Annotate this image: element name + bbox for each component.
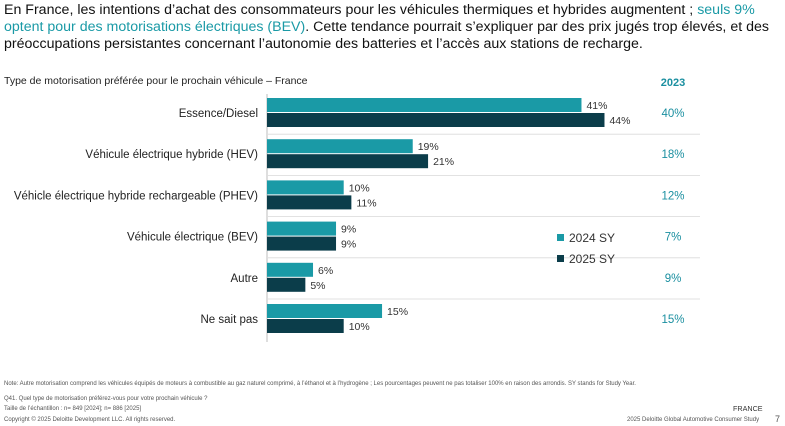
- bar-2025-sy: [267, 154, 429, 169]
- data-label: 10%: [349, 182, 370, 194]
- data-label: 19%: [418, 141, 439, 153]
- bar-2024-sy: [267, 98, 582, 112]
- bar-2024-sy: [267, 180, 344, 195]
- chart-title: Type de motorisation préférée pour le pr…: [4, 75, 308, 87]
- data-label: 10%: [349, 321, 370, 333]
- bar-2025-sy: [267, 113, 605, 127]
- headline-part1: En France, les intentions d’achat des co…: [4, 2, 698, 18]
- country-label: FRANCE: [733, 404, 763, 413]
- comparison-value: 15%: [661, 314, 684, 326]
- headline-part2: . Cette tendance pourrait s’expliquer pa…: [4, 19, 769, 52]
- legend-swatch: [557, 255, 564, 262]
- study-name: 2025 Deloitte Global Automotive Consumer…: [627, 417, 760, 423]
- data-label: 5%: [310, 280, 325, 292]
- sample-size: Taille de l’échantillon : n= 849 [2024];…: [4, 406, 142, 412]
- bar-2025-sy: [267, 277, 306, 292]
- bar-2024-sy: [267, 304, 383, 318]
- legend-label: 2024 SY: [569, 231, 615, 245]
- category-label: Véhicle électrique hybride rechargeable …: [14, 190, 258, 202]
- comparison-value: 7%: [665, 232, 682, 244]
- data-label: 11%: [356, 197, 376, 209]
- bar-2024-sy: [267, 139, 413, 154]
- copyright: Copyright © 2025 Deloitte Development LL…: [4, 417, 176, 423]
- legend-swatch: [557, 234, 564, 241]
- data-label: 44%: [609, 115, 630, 127]
- category-label: Véhicule électrique (BEV): [127, 232, 258, 244]
- category-label: Autre: [231, 273, 259, 285]
- data-label: 9%: [341, 224, 356, 236]
- data-label: 9%: [341, 239, 356, 251]
- page-number: 7: [774, 414, 780, 424]
- comparison-value: 12%: [661, 190, 684, 202]
- bar-2025-sy: [267, 319, 344, 333]
- bar-2025-sy: [267, 195, 352, 210]
- data-label: 6%: [318, 265, 333, 277]
- bar-2024-sy: [267, 221, 337, 236]
- bar-chart: Essence/Diesel 41%44% 40% Véhicule électriq…: [14, 94, 700, 342]
- survey-question: Q41. Quel type de motorisation préférez-…: [4, 396, 208, 402]
- comparison-value: 40%: [661, 108, 684, 120]
- footnote: Note: Autre motorisation comprend les vé…: [4, 381, 636, 387]
- headline: En France, les intentions d’achat des co…: [4, 2, 782, 53]
- headline-accent: seuls 9% optent pour des motorisations é…: [4, 2, 755, 35]
- data-label: 21%: [433, 156, 454, 168]
- category-label: Véhicule électrique hybride (HEV): [85, 149, 258, 161]
- bar-2024-sy: [267, 262, 314, 277]
- bar-2025-sy: [267, 236, 337, 251]
- comparison-year-header: 2023: [660, 77, 686, 89]
- category-label: Essence/Diesel: [179, 108, 258, 120]
- data-label: 15%: [387, 306, 408, 318]
- comparison-value: 9%: [665, 273, 682, 285]
- comparison-value: 18%: [661, 149, 684, 161]
- data-label: 41%: [586, 100, 607, 112]
- legend-label: 2025 SY: [569, 252, 615, 266]
- category-label: Ne sait pas: [200, 314, 258, 326]
